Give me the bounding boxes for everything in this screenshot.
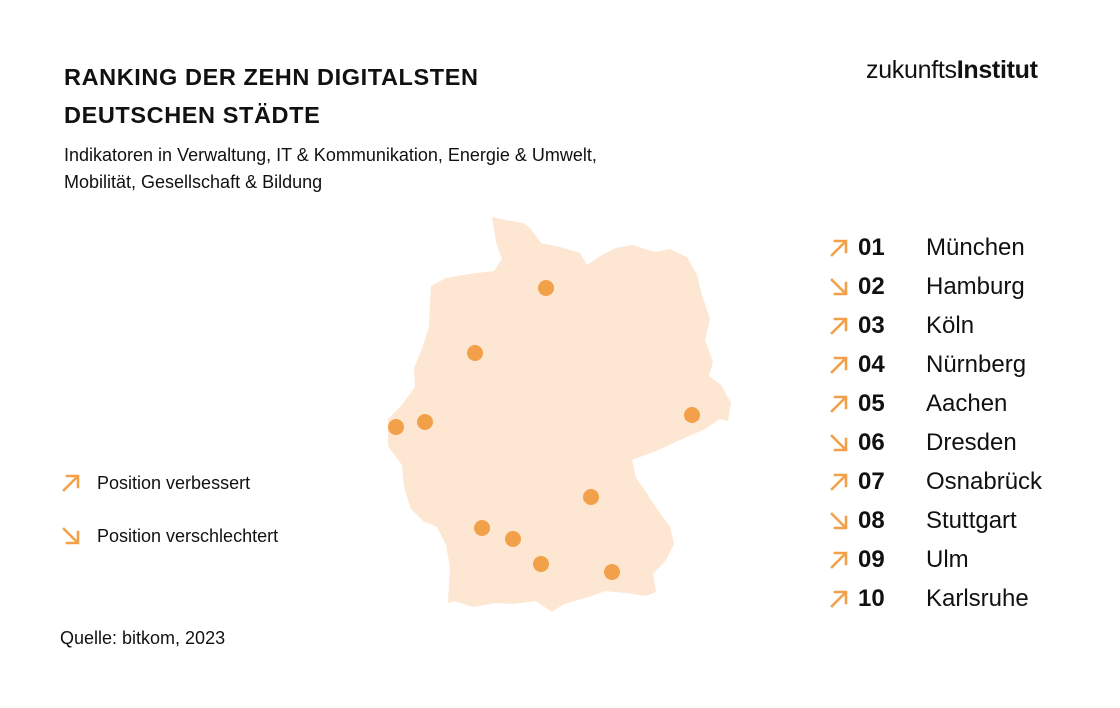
arrow-down-right-icon (62, 527, 80, 545)
rank-number: 03 (858, 311, 885, 339)
rank-city: Karlsruhe (926, 584, 1029, 612)
rank-number: 02 (858, 272, 885, 300)
subtitle: Indikatoren in Verwaltung, IT & Kommunik… (64, 142, 597, 196)
city-marker (583, 489, 599, 505)
ranking-row: 07 Osnabrück (828, 462, 1042, 501)
ranking-row: 03 Köln (828, 306, 974, 345)
rank-city: Stuttgart (926, 506, 1017, 534)
city-marker (474, 520, 490, 536)
arrow-down-right-icon (830, 511, 848, 529)
rank-city: München (926, 233, 1025, 261)
arrow-down-right-icon (830, 433, 848, 451)
rank-number: 08 (858, 506, 885, 534)
rank-city: Nürnberg (926, 350, 1027, 378)
legend-label: Position verschlechtert (97, 525, 279, 546)
rank-number: 01 (858, 233, 885, 261)
rank-city: Aachen (926, 389, 1008, 417)
arrow-up-right-icon (830, 317, 848, 335)
city-marker (417, 414, 433, 430)
title-line-2: DEUTSCHEN STÄDTE (64, 102, 321, 128)
legend-label: Position verbessert (97, 472, 251, 493)
rank-city: Osnabrück (926, 467, 1043, 495)
rank-city: Ulm (926, 545, 969, 573)
rank-number: 09 (858, 545, 885, 573)
rank-number: 05 (858, 389, 885, 417)
title-line-1: RANKING DER ZEHN DIGITALSTEN (64, 64, 479, 90)
ranking-row: 02 Hamburg (828, 267, 1025, 306)
arrow-up-right-icon (830, 356, 848, 374)
germany-outline-shape (388, 217, 731, 612)
rank-number: 10 (858, 584, 885, 612)
city-marker (604, 564, 620, 580)
rank-number: 07 (858, 467, 885, 495)
city-marker (538, 280, 554, 296)
arrow-up-right-icon (830, 551, 848, 569)
zukunftsinstitut-logo: zukunftsInstitut (866, 56, 1038, 85)
ranking-row: 01 München (828, 228, 1025, 267)
rank-number: 06 (858, 428, 885, 456)
arrow-up-right-icon (830, 239, 848, 257)
rank-city: Hamburg (926, 272, 1025, 300)
city-marker (467, 345, 483, 361)
city-marker (388, 419, 404, 435)
source-note: Quelle: bitkom, 2023 (60, 628, 226, 648)
rank-number: 04 (858, 350, 885, 378)
city-marker (505, 531, 521, 547)
city-markers (388, 280, 700, 580)
rank-city: Köln (926, 311, 975, 339)
logo-light-text: zukunfts (866, 56, 957, 84)
ranking-row: 10 Karlsruhe (828, 579, 1029, 618)
city-marker (684, 407, 700, 423)
ranking-row: 09 Ulm (828, 540, 969, 579)
subtitle-line-1: Indikatoren in Verwaltung, IT & Kommunik… (64, 145, 597, 165)
subtitle-line-2: Mobilität, Gesellschaft & Bildung (64, 172, 323, 192)
arrow-up-right-icon (830, 473, 848, 491)
ranking-row: 04 Nürnberg (828, 345, 1026, 384)
page-title: RANKING DER ZEHN DIGITALSTEN DEUTSCHEN S… (64, 58, 479, 134)
arrow-up-right-icon (830, 590, 848, 608)
rank-city: Dresden (926, 428, 1017, 456)
city-marker (533, 556, 549, 572)
ranking-row: 06 Dresden (828, 423, 1017, 462)
arrow-down-right-icon (830, 277, 848, 295)
legend-worsened: Position verschlechtert (60, 525, 278, 547)
arrow-up-right-icon (830, 395, 848, 413)
legend-improved: Position verbessert (60, 472, 250, 494)
ranking-row: 08 Stuttgart (828, 501, 1017, 540)
arrow-up-right-icon (62, 474, 80, 492)
logo-bold-text: Institut (956, 56, 1038, 84)
ranking-row: 05 Aachen (828, 384, 1007, 423)
